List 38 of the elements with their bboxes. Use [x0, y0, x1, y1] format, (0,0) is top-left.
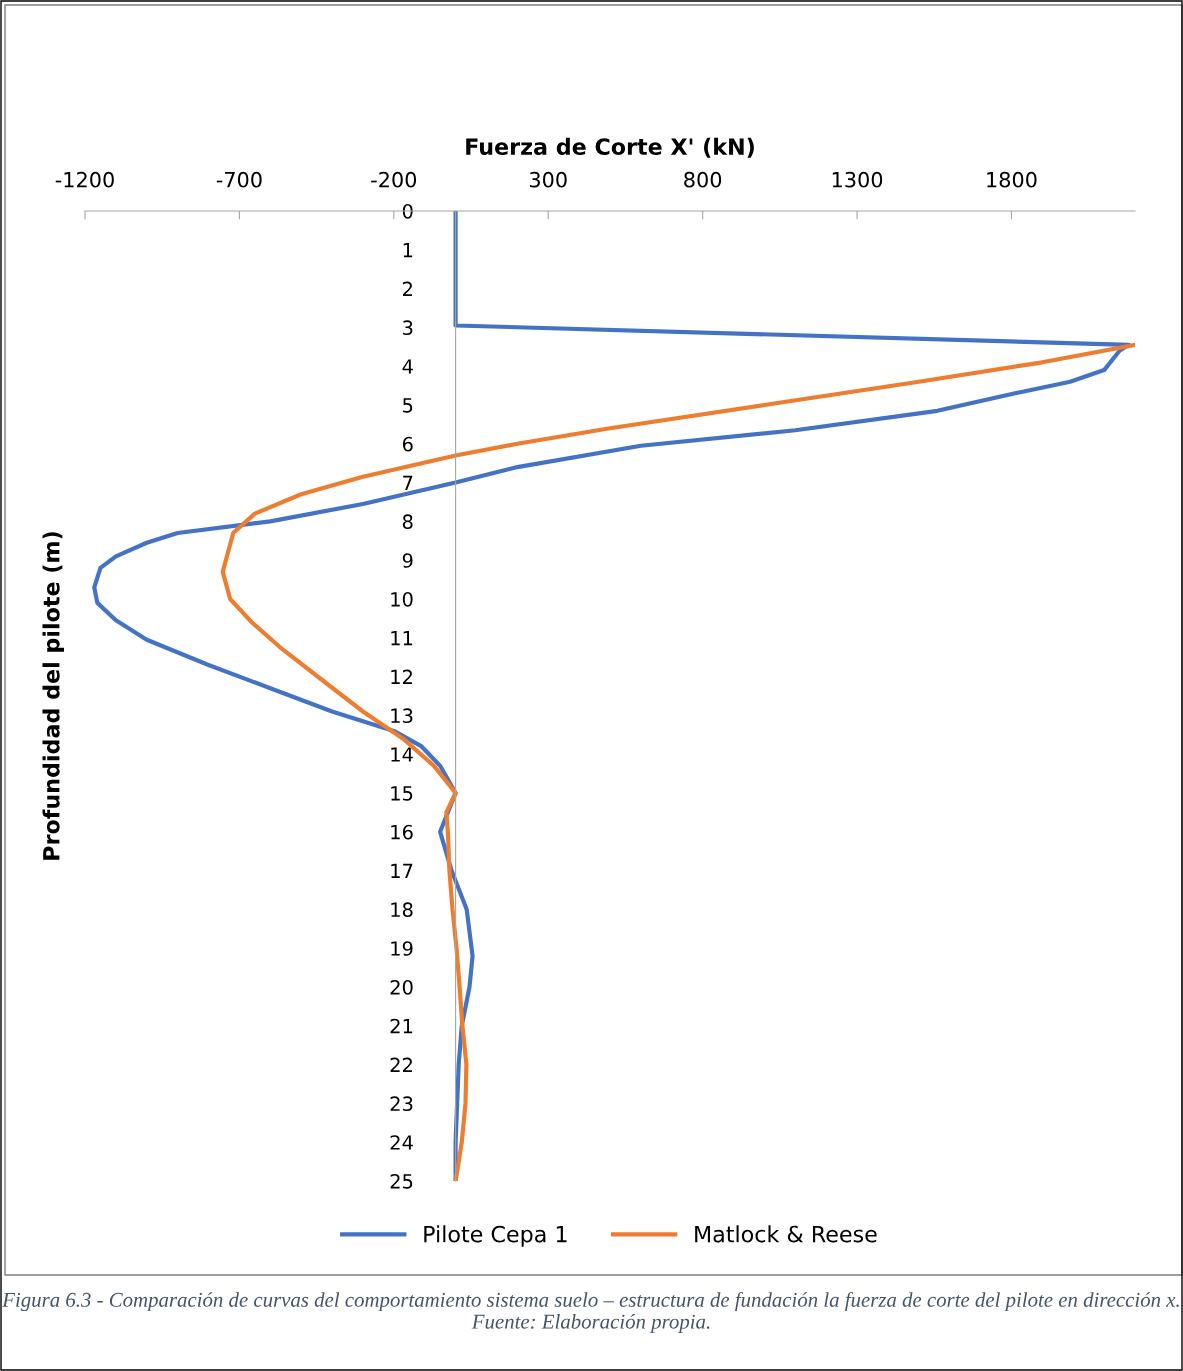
y-tick-label: 3 — [403, 320, 413, 336]
y-tick-label: 22 — [390, 1057, 412, 1072]
y-axis-title: Profundidad del pilote (m) — [42, 532, 64, 860]
y-tick-label: 13 — [391, 708, 413, 724]
y-tick-label: 10 — [391, 591, 413, 607]
y-tick-label: 7 — [403, 475, 413, 490]
y-tick-label: 16 — [391, 824, 413, 840]
y-tick-label: 8 — [402, 514, 413, 530]
y-tick-label: 20 — [390, 979, 413, 995]
y-tick-label: 4 — [402, 359, 413, 374]
y-tick-label: 18 — [391, 902, 413, 918]
x-tick-label: 1800 — [987, 171, 1037, 188]
legend-label: Pilote Cepa 1 — [424, 1225, 567, 1247]
y-tick-label: 24 — [390, 1135, 413, 1150]
y-tick-label: 21 — [390, 1018, 413, 1034]
legend-label: Matlock & Reese — [695, 1225, 877, 1243]
y-tick-label: 25 — [390, 1173, 413, 1189]
y-tick-label: 12 — [391, 669, 412, 684]
y-tick-label: 15 — [391, 786, 413, 801]
x-tick-label: 1300 — [832, 171, 883, 188]
text: Figura 6.3 - Comparación de curvas del comportamiento sistema suelo – estructura de fundación la fuerza de corte del pilote en dirección x. Fuente: Elaboración propia. — [2, 1292, 1179, 1333]
x-tick-label: -700 — [216, 171, 262, 188]
x-tick-label: -1200 — [55, 171, 114, 188]
y-tick-label: 19 — [391, 941, 413, 956]
y-tick-label: 0 — [402, 203, 413, 219]
y-tick-label: 14 — [391, 747, 413, 762]
x-tick-label: -200 — [371, 171, 417, 188]
y-tick-label: 2 — [402, 281, 412, 296]
y-tick-label: 6 — [402, 436, 413, 452]
y-tick-label: 5 — [403, 398, 413, 413]
y-tick-label: 17 — [391, 863, 413, 878]
y-tick-label: 23 — [390, 1096, 413, 1112]
y-tick-label: 11 — [391, 631, 413, 646]
x-tick-label: 800 — [684, 171, 722, 188]
x-axis-title: Fuerza de Corte X' (kN) — [466, 137, 754, 158]
y-tick-label: 9 — [402, 553, 413, 568]
x-tick-label: 300 — [529, 171, 567, 188]
y-tick-label: 1 — [403, 243, 413, 258]
